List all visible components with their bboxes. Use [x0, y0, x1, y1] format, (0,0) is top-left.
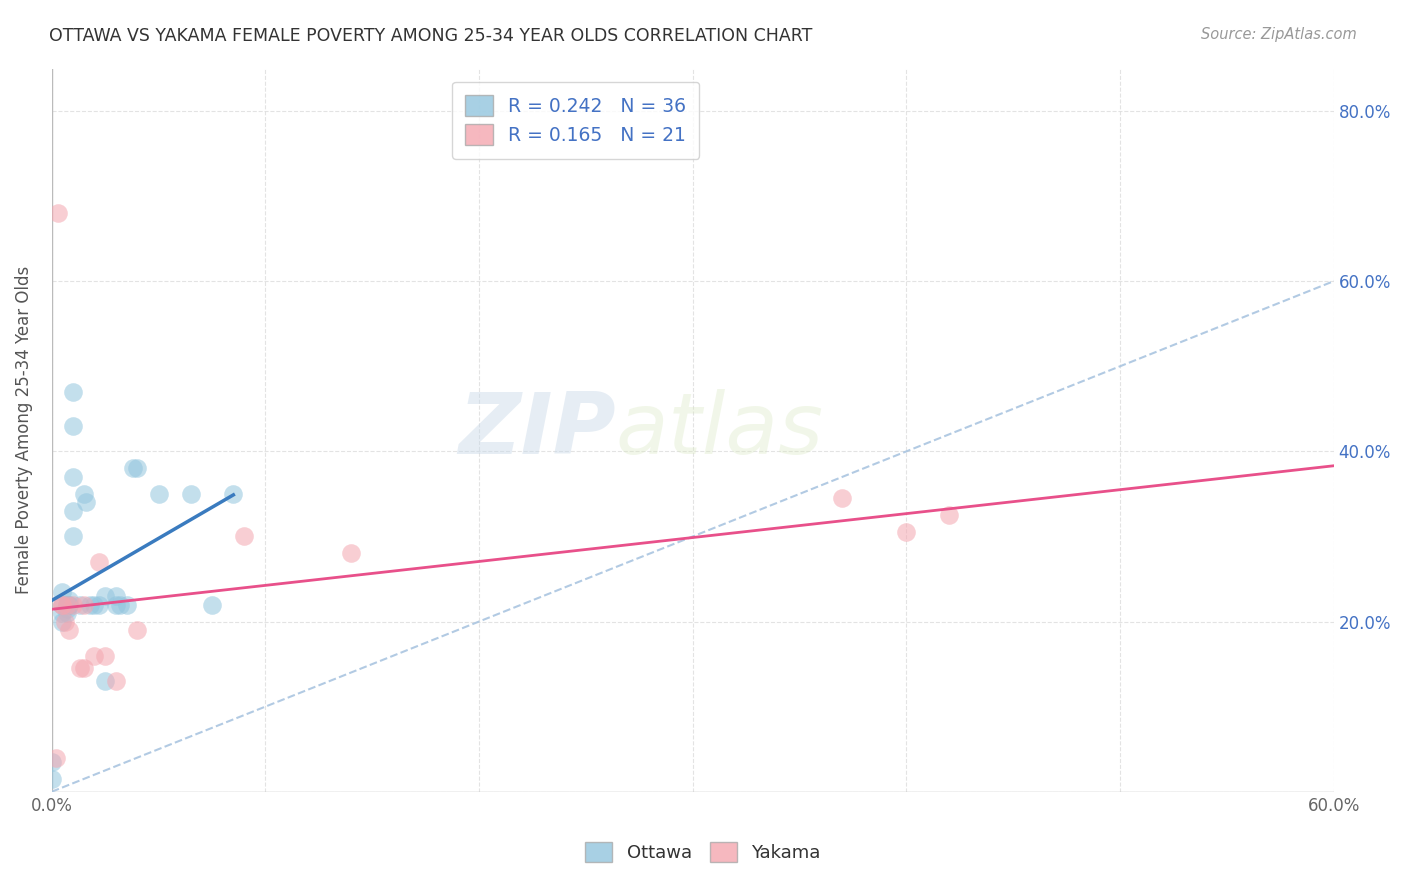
Point: [938, 508, 960, 523]
Point: [62, 418, 84, 433]
Point: [62, 384, 84, 399]
Point: [104, 674, 127, 689]
Point: [55, 598, 77, 612]
Point: [62, 470, 84, 484]
Point: [51, 606, 73, 620]
Point: [87, 555, 110, 569]
Point: [51, 598, 73, 612]
Text: OTTAWA VS YAKAMA FEMALE POVERTY AMONG 25-34 YEAR OLDS CORRELATION CHART: OTTAWA VS YAKAMA FEMALE POVERTY AMONG 25…: [49, 27, 813, 45]
Legend: R = 0.242   N = 36, R = 0.165   N = 21: R = 0.242 N = 36, R = 0.165 N = 21: [453, 81, 699, 159]
Point: [222, 487, 245, 501]
Point: [51, 615, 73, 629]
Point: [53, 615, 76, 629]
Text: ZIP: ZIP: [458, 389, 616, 472]
Point: [73, 598, 96, 612]
Point: [148, 487, 170, 501]
Point: [201, 598, 224, 612]
Point: [69, 661, 91, 675]
Point: [127, 461, 149, 475]
Legend: Ottawa, Yakama: Ottawa, Yakama: [578, 834, 828, 870]
Point: [94, 648, 117, 663]
Point: [58, 623, 80, 637]
Point: [55, 606, 77, 620]
Point: [62, 504, 84, 518]
Point: [127, 623, 149, 637]
Point: [55, 601, 77, 615]
Point: [896, 525, 918, 540]
Point: [51, 584, 73, 599]
Point: [55, 598, 77, 612]
Point: [41, 755, 63, 769]
Point: [69, 598, 91, 612]
Y-axis label: Female Poverty Among 25-34 Year Olds: Female Poverty Among 25-34 Year Olds: [15, 266, 32, 594]
Point: [55, 598, 77, 612]
Point: [51, 598, 73, 612]
Point: [87, 598, 110, 612]
Point: [340, 546, 363, 560]
Point: [94, 674, 117, 689]
Point: [58, 598, 80, 612]
Point: [58, 593, 80, 607]
Point: [122, 461, 145, 475]
Point: [831, 491, 853, 505]
Point: [180, 487, 202, 501]
Point: [46, 206, 69, 220]
Point: [83, 648, 105, 663]
Point: [41, 772, 63, 786]
Point: [108, 598, 131, 612]
Point: [73, 661, 96, 675]
Text: atlas: atlas: [616, 389, 824, 472]
Text: Source: ZipAtlas.com: Source: ZipAtlas.com: [1201, 27, 1357, 42]
Point: [62, 598, 84, 612]
Point: [104, 589, 127, 603]
Point: [83, 598, 105, 612]
Point: [75, 495, 97, 509]
Point: [104, 598, 127, 612]
Point: [73, 487, 96, 501]
Point: [58, 598, 80, 612]
Point: [94, 589, 117, 603]
Point: [79, 598, 101, 612]
Point: [51, 598, 73, 612]
Point: [45, 750, 67, 764]
Point: [62, 529, 84, 543]
Point: [115, 598, 138, 612]
Point: [233, 529, 256, 543]
